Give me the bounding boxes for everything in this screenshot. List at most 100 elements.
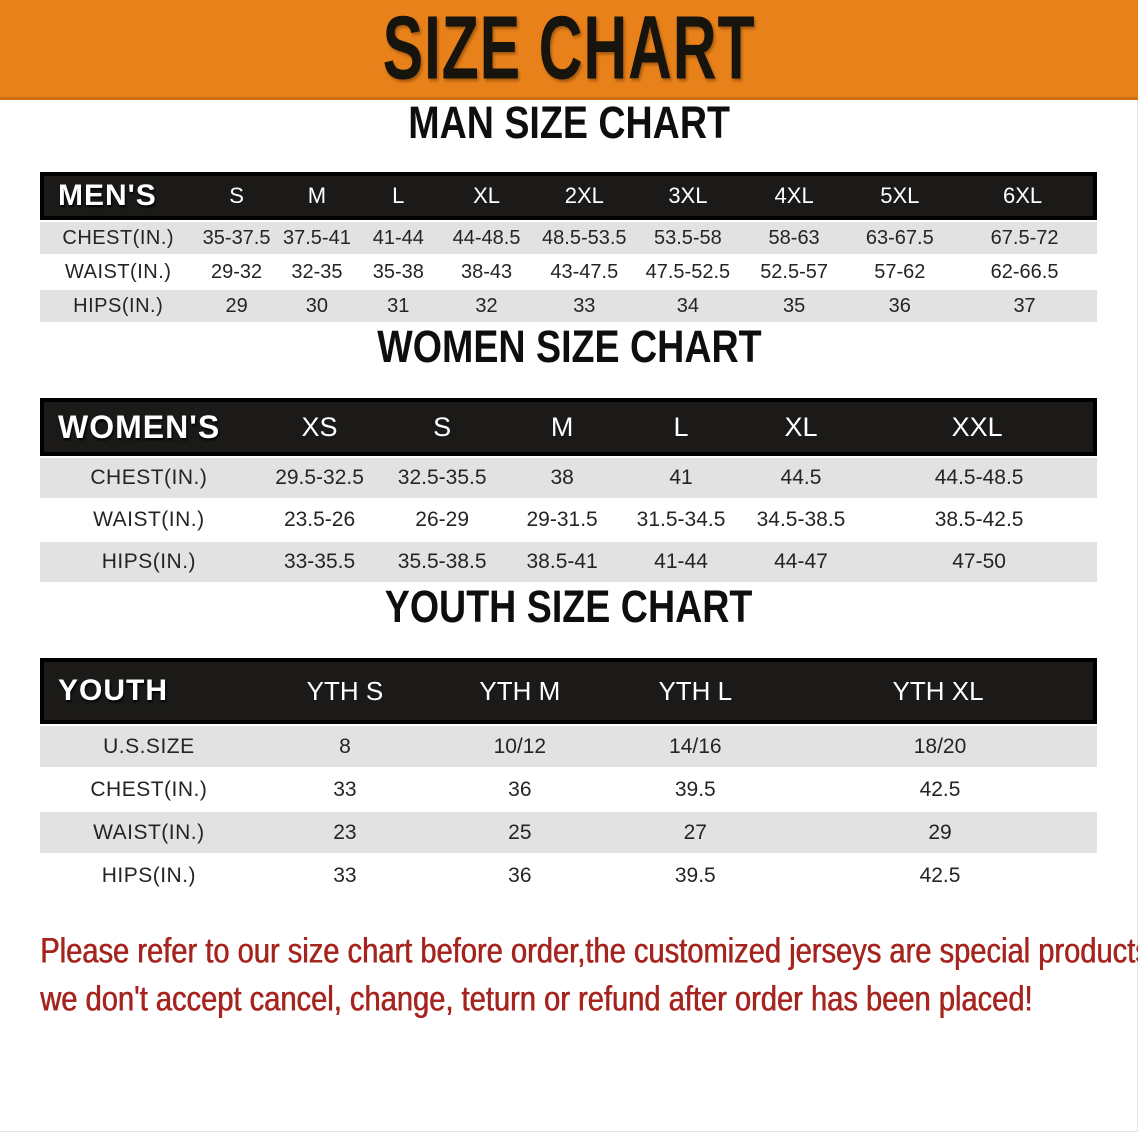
cell-value: 29 [196,290,277,322]
banner: SIZE CHART [0,0,1138,100]
column-header: M [276,172,358,220]
cell-value: 67.5-72 [952,222,1097,254]
cell-value: 29.5-32.5 [257,458,382,498]
row-label: CHEST(IN.) [40,458,258,498]
column-header: M [502,398,622,456]
row-label: WAIST(IN.) [40,500,258,540]
column-header: L [357,172,440,220]
cell-value: 32 [439,290,534,322]
cell-value: 48.5-53.5 [533,222,636,254]
disclaimer-text: Please refer to our size chart before or… [40,928,1138,1024]
column-header: XXL [861,398,1097,456]
section-men: MAN SIZE CHART MEN'S S M L XL 2XL 3XL 4XL 5XL 6XL… [0,97,1138,324]
cell-value: 36 [432,769,608,810]
table-row: WAIST(IN.) 23 25 27 29 [40,812,1097,853]
table-header-row: WOMEN'S XS S M L XL XXL [40,398,1097,456]
cell-value: 36 [847,290,953,322]
banner-title: SIZE CHART [382,0,756,99]
cell-value: 63-67.5 [847,222,953,254]
column-header: S [381,398,503,456]
column-header: 6XL [952,172,1097,220]
cell-value: 36 [432,855,608,896]
column-header: 2XL [533,172,636,220]
column-header: 4XL [740,172,848,220]
cell-value: 39.5 [607,855,784,896]
table-row: WAIST(IN.) 23.5-26 26-29 29-31.5 31.5-34.5 34… [40,500,1097,540]
youth-section-heading-text: YOUTH SIZE CHART [385,581,753,633]
cell-value: 14/16 [607,726,784,767]
column-header: S [196,172,277,220]
table-group-label: MEN'S [40,172,197,220]
cell-value: 42.5 [783,769,1097,810]
cell-value: 33 [257,855,433,896]
cell-value: 37 [952,290,1097,322]
cell-value: 18/20 [783,726,1097,767]
youth-size-table: YOUTH YTH S YTH M YTH L YTH XL U.S.SIZE 8 10/12… [40,656,1097,898]
table-header-row: YOUTH YTH S YTH M YTH L YTH XL [40,658,1097,724]
men-section-heading-text: MAN SIZE CHART [408,97,730,149]
cell-value: 57-62 [847,256,953,288]
column-header: 5XL [847,172,953,220]
cell-value: 38-43 [439,256,534,288]
men-size-table: MEN'S S M L XL 2XL 3XL 4XL 5XL 6XL CHEST(IN.) 35-37… [40,170,1097,324]
women-section-heading-text: WOMEN SIZE CHART [376,321,762,373]
cell-value: 32.5-35.5 [381,458,503,498]
row-label: HIPS(IN.) [40,542,258,582]
cell-value: 23 [257,812,433,853]
table-row: CHEST(IN.) 29.5-32.5 32.5-35.5 38 41 44.5 44.5… [40,458,1097,498]
cell-value: 35.5-38.5 [381,542,503,582]
youth-section-heading: YOUTH SIZE CHART [0,581,1138,633]
cell-value: 29-31.5 [502,500,622,540]
disclaimer-line-2: we don't accept cancel, change, teturn o… [40,980,1033,1019]
row-label: CHEST(IN.) [40,222,197,254]
cell-value: 10/12 [432,726,608,767]
cell-value: 35-38 [357,256,440,288]
cell-value: 42.5 [783,855,1097,896]
table-row: U.S.SIZE 8 10/12 14/16 18/20 [40,726,1097,767]
men-section-heading: MAN SIZE CHART [0,97,1138,149]
table-group-label: YOUTH [40,658,258,724]
column-header: 3XL [635,172,741,220]
column-header: XL [740,398,862,456]
cell-value: 47.5-52.5 [635,256,741,288]
table-row: HIPS(IN.) 33 36 39.5 42.5 [40,855,1097,896]
cell-value: 43-47.5 [533,256,636,288]
table-group-label: WOMEN'S [40,398,258,456]
cell-value: 44-47 [740,542,862,582]
cell-value: 26-29 [381,500,503,540]
row-label: CHEST(IN.) [40,769,258,810]
cell-value: 38.5-41 [502,542,622,582]
size-table: MEN'S S M L XL 2XL 3XL 4XL 5XL 6XL CHEST(IN.) 35-37… [40,170,1097,324]
cell-value: 31 [357,290,440,322]
cell-value: 35-37.5 [196,222,277,254]
cell-value: 62-66.5 [952,256,1097,288]
cell-value: 41-44 [621,542,741,582]
cell-value: 30 [276,290,358,322]
section-women: WOMEN SIZE CHART WOMEN'S XS S M L XL XXL CHEST(… [0,321,1138,584]
cell-value: 38 [502,458,622,498]
cell-value: 52.5-57 [740,256,848,288]
table-row: WAIST(IN.) 29-32 32-35 35-38 38-43 43-47.5 47.… [40,256,1097,288]
section-youth: YOUTH SIZE CHART YOUTH YTH S YTH M YTH L YTH… [0,581,1138,898]
row-label: WAIST(IN.) [40,812,258,853]
cell-value: 29 [783,812,1097,853]
women-section-heading: WOMEN SIZE CHART [0,321,1138,373]
cell-value: 41-44 [357,222,440,254]
disclaimer-line-1: Please refer to our size chart before or… [40,932,1138,971]
cell-value: 37.5-41 [276,222,358,254]
cell-value: 38.5-42.5 [861,500,1097,540]
row-label: HIPS(IN.) [40,855,258,896]
cell-value: 44.5 [740,458,862,498]
row-label: WAIST(IN.) [40,256,197,288]
column-header: L [621,398,741,456]
cell-value: 33-35.5 [257,542,382,582]
cell-value: 31.5-34.5 [621,500,741,540]
cell-value: 34.5-38.5 [740,500,862,540]
cell-value: 35 [740,290,848,322]
row-label: HIPS(IN.) [40,290,197,322]
table-row: HIPS(IN.) 29 30 31 32 33 34 35 36 37 [40,290,1097,322]
cell-value: 58-63 [740,222,848,254]
table-header-row: MEN'S S M L XL 2XL 3XL 4XL 5XL 6XL [40,172,1097,220]
cell-value: 44-48.5 [439,222,534,254]
cell-value: 25 [432,812,608,853]
